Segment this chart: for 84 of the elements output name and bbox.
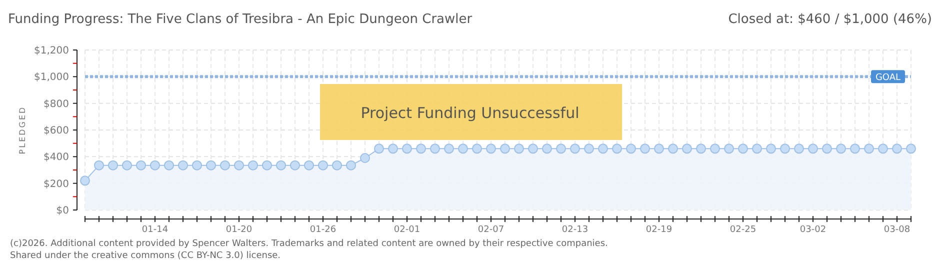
point <box>94 160 104 170</box>
x-tick-label: 02-07 <box>478 225 504 235</box>
y-tick-label: $600 <box>44 126 69 136</box>
point <box>360 153 370 163</box>
point <box>878 144 888 154</box>
point <box>696 144 706 154</box>
point <box>570 144 580 154</box>
point <box>710 144 720 154</box>
point <box>780 144 790 154</box>
x-tick-label: 02-19 <box>646 225 672 235</box>
point <box>304 160 314 170</box>
point <box>808 144 818 154</box>
x-tick-label: 01-26 <box>310 225 336 235</box>
point <box>850 144 860 154</box>
point <box>80 176 90 186</box>
ref-line-label: GOAL <box>875 73 901 84</box>
annotation: Project Funding Unsuccessful <box>360 104 580 122</box>
x-tick-label: 03-08 <box>884 225 910 235</box>
point <box>668 144 678 154</box>
point <box>598 144 608 154</box>
y-tick-label: $1,000 <box>34 72 69 84</box>
point <box>892 144 902 154</box>
x-tick-label: 01-20 <box>226 225 252 235</box>
point <box>388 144 398 154</box>
point <box>332 160 342 170</box>
text: Shared under the creative commons (CC BY-NC 3.0) license. <box>10 251 281 261</box>
point <box>486 144 496 154</box>
point <box>248 160 258 170</box>
y-tick-label: $1,200 <box>34 46 69 56</box>
point <box>906 144 916 154</box>
point <box>444 144 454 154</box>
y-tick-label: $400 <box>44 152 69 164</box>
chart-title: Funding Progress: The Five Clans of Tresibra - An Epic Dungeon Crawler <box>8 12 473 27</box>
point <box>290 160 300 170</box>
point <box>234 160 244 170</box>
point <box>178 160 188 170</box>
x-tick-label: 02-13 <box>562 225 588 235</box>
point <box>108 160 118 170</box>
point <box>164 160 174 170</box>
x-tick-label: 03-02 <box>800 225 826 235</box>
point <box>682 144 692 154</box>
y-tick-label: $800 <box>44 98 69 110</box>
point <box>318 160 328 170</box>
point <box>514 144 524 154</box>
point <box>724 144 734 154</box>
point <box>262 160 272 170</box>
point <box>192 160 202 170</box>
point <box>276 160 286 170</box>
point <box>416 144 426 154</box>
y-tick-label: $0 <box>56 206 69 216</box>
point <box>542 144 552 154</box>
text: (c)2026. Additional content provided by Spencer Walters. Trademarks and related content are owned by their respective companies. <box>10 239 608 249</box>
chart-subtitle: Closed at: $460 / $1,000 (46%) <box>728 12 932 27</box>
point <box>654 144 664 154</box>
point <box>458 144 468 154</box>
point <box>752 144 762 154</box>
point <box>206 160 216 170</box>
point <box>836 144 846 154</box>
point <box>346 160 356 170</box>
x-tick-label: 02-01 <box>394 225 420 235</box>
point <box>472 144 482 154</box>
x-tick-label: 02-25 <box>730 225 756 235</box>
x-tick-label: 01-14 <box>142 225 168 235</box>
y-axis-title: PLEDGED <box>18 106 27 154</box>
point <box>738 144 748 154</box>
point <box>626 144 636 154</box>
point <box>374 144 384 154</box>
point <box>794 144 804 154</box>
point <box>640 144 650 154</box>
y-tick-label: $200 <box>44 178 69 190</box>
point <box>766 144 776 154</box>
point <box>150 160 160 170</box>
point <box>430 144 440 154</box>
point <box>122 160 132 170</box>
point <box>864 144 874 154</box>
point <box>528 144 538 154</box>
point <box>584 144 594 154</box>
point <box>402 144 412 154</box>
point <box>612 144 622 154</box>
point <box>556 144 566 154</box>
point <box>500 144 510 154</box>
point <box>220 160 230 170</box>
point <box>822 144 832 154</box>
point <box>136 160 146 170</box>
